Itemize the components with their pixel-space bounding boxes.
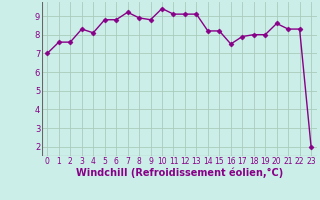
X-axis label: Windchill (Refroidissement éolien,°C): Windchill (Refroidissement éolien,°C) [76,168,283,178]
